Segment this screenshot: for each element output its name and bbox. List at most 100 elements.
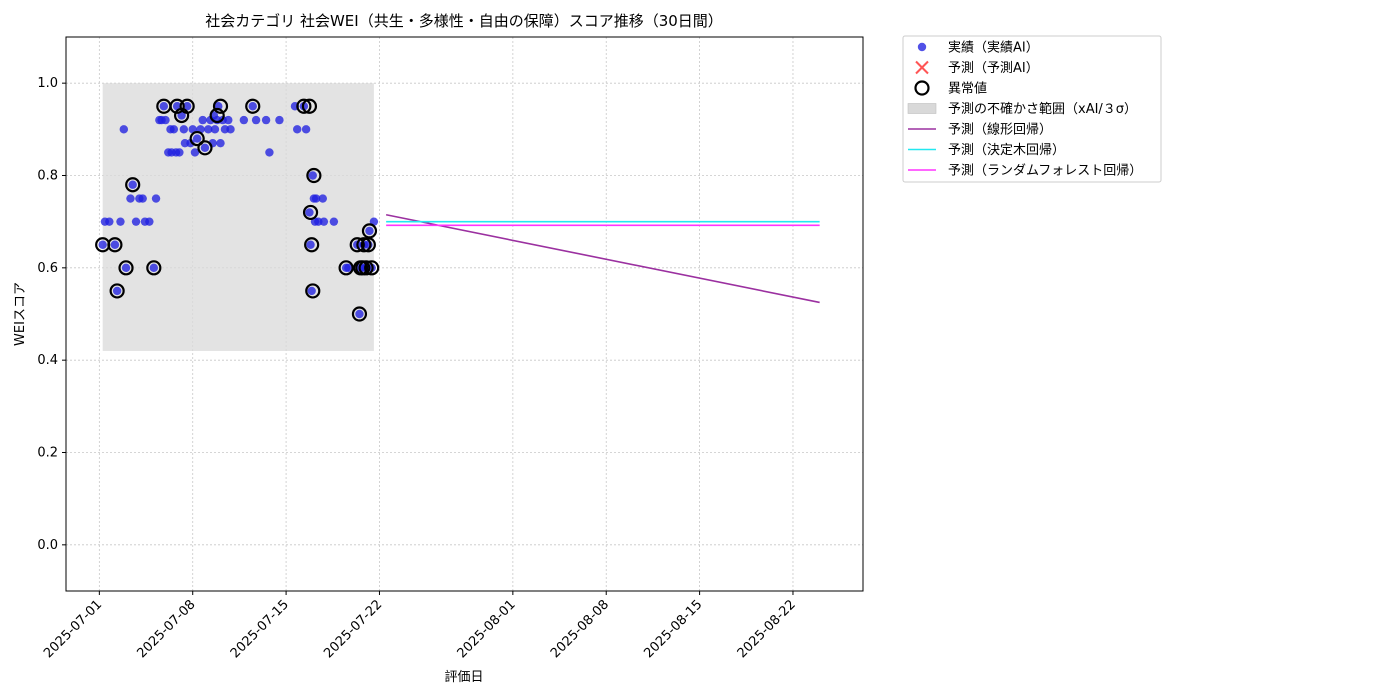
anomaly-marker [169, 98, 185, 114]
anomaly-marker [349, 237, 365, 253]
anomaly-marker [189, 130, 205, 147]
data-point [169, 125, 179, 134]
anomaly-marker [361, 223, 378, 239]
y-tick-label: 0.0 [37, 538, 58, 553]
legend-label: 予測（線形回帰） [948, 122, 1052, 138]
anomaly-marker [212, 98, 229, 114]
legend-swatch [907, 103, 937, 114]
data-point [159, 102, 169, 111]
anomaly-marker [197, 140, 213, 156]
anomaly-marker [179, 98, 195, 114]
data-point [365, 226, 374, 236]
data-point [151, 194, 161, 203]
y-axis-label: WEIスコア [13, 282, 28, 346]
legend-label: 異常値 [948, 81, 987, 97]
data-point [112, 286, 122, 296]
data-point [128, 180, 137, 189]
data-point [311, 194, 321, 203]
legend-swatch [914, 80, 930, 96]
legend-entry: 実績（実績AI） [917, 40, 1039, 56]
data-point [239, 115, 249, 125]
data-point [190, 148, 200, 157]
legend-entry: 予測（予測AI） [915, 60, 1039, 76]
data-point [308, 171, 317, 180]
anomaly-marker [351, 306, 368, 322]
legend-entry: 予測（ランダムフォレスト回帰） [908, 163, 1142, 179]
data-point [305, 208, 314, 217]
data-point [265, 148, 274, 157]
data-point [251, 115, 261, 125]
uncertainty-band [102, 83, 374, 351]
x-tick-label: 2025-08-15 [641, 597, 705, 661]
legend-label: 予測（決定木回帰） [948, 142, 1065, 158]
legend-label: 予測（予測AI） [948, 61, 1039, 76]
data-point [344, 263, 353, 273]
plot-frame [65, 36, 864, 592]
anomaly-marker [209, 107, 225, 124]
data-point [301, 125, 311, 134]
data-point [145, 217, 154, 226]
y-tick-label: 0.8 [37, 169, 58, 184]
anomaly-marker [107, 237, 123, 253]
x-axis-label: 評価日 [444, 670, 483, 685]
legend-entry: 予測（線形回帰） [908, 122, 1052, 138]
x-tick-label: 2025-07-15 [228, 597, 292, 661]
x-axis-ticks: 2025-07-01 2025-07-08 2025-07-15 2025-07-22… [41, 591, 799, 661]
data-point [261, 115, 271, 125]
anomaly-marker [356, 237, 372, 253]
data-point [306, 240, 315, 249]
data-point [200, 143, 210, 152]
legend-entry: 異常値 [914, 80, 987, 97]
data-point [126, 194, 135, 203]
anomaly-marker [306, 167, 322, 184]
legend-swatch [915, 60, 929, 75]
data-point [307, 286, 316, 296]
anomaly-marker [146, 260, 162, 276]
anomaly-marker [305, 283, 321, 299]
prediction-lines [385, 213, 820, 304]
data-point [131, 217, 141, 226]
data-point [121, 263, 131, 273]
data-point [105, 217, 114, 226]
x-tick-label: 2025-07-22 [321, 597, 385, 661]
y-tick-label: 1.0 [37, 76, 58, 91]
data-point [119, 125, 129, 134]
data-point [216, 138, 225, 148]
data-point [319, 217, 329, 226]
uncertainty-band-rect [102, 83, 374, 351]
data-point [210, 125, 220, 134]
legend-box [902, 35, 1162, 183]
y-tick-label: 0.2 [37, 446, 58, 461]
anomaly-marker [245, 98, 261, 114]
data-point [293, 125, 302, 134]
anomaly-marker [302, 204, 319, 221]
legend-entry: 予測（決定木回帰） [908, 142, 1065, 158]
data-point [175, 148, 184, 157]
legend-label: 実績（実績AI） [948, 40, 1039, 56]
legend-entry: 予測の不確かさ範囲（xAI/３σ） [907, 101, 1137, 117]
x-tick-label: 2025-07-01 [41, 597, 105, 661]
anomaly-marker [301, 98, 318, 114]
anomaly-marker [125, 177, 141, 193]
data-point [182, 102, 192, 111]
anomaly-marker [338, 260, 354, 276]
data-point [149, 263, 159, 273]
anomaly-marker [109, 283, 125, 299]
legend-label: 予測（ランダムフォレスト回帰） [948, 163, 1142, 179]
data-point [116, 217, 125, 226]
anomaly-marker [118, 260, 134, 276]
x-tick-label: 2025-08-08 [548, 597, 612, 661]
data-point [192, 134, 202, 143]
legend-swatch [917, 42, 927, 52]
data-point [329, 217, 339, 226]
data-point [161, 115, 170, 125]
data-point [198, 115, 207, 125]
data-point [138, 194, 147, 203]
data-point [110, 240, 120, 249]
y-tick-label: 0.6 [37, 261, 58, 276]
data-point [226, 125, 235, 134]
data-point [98, 240, 107, 249]
x-tick-label: 2025-08-01 [455, 597, 519, 661]
